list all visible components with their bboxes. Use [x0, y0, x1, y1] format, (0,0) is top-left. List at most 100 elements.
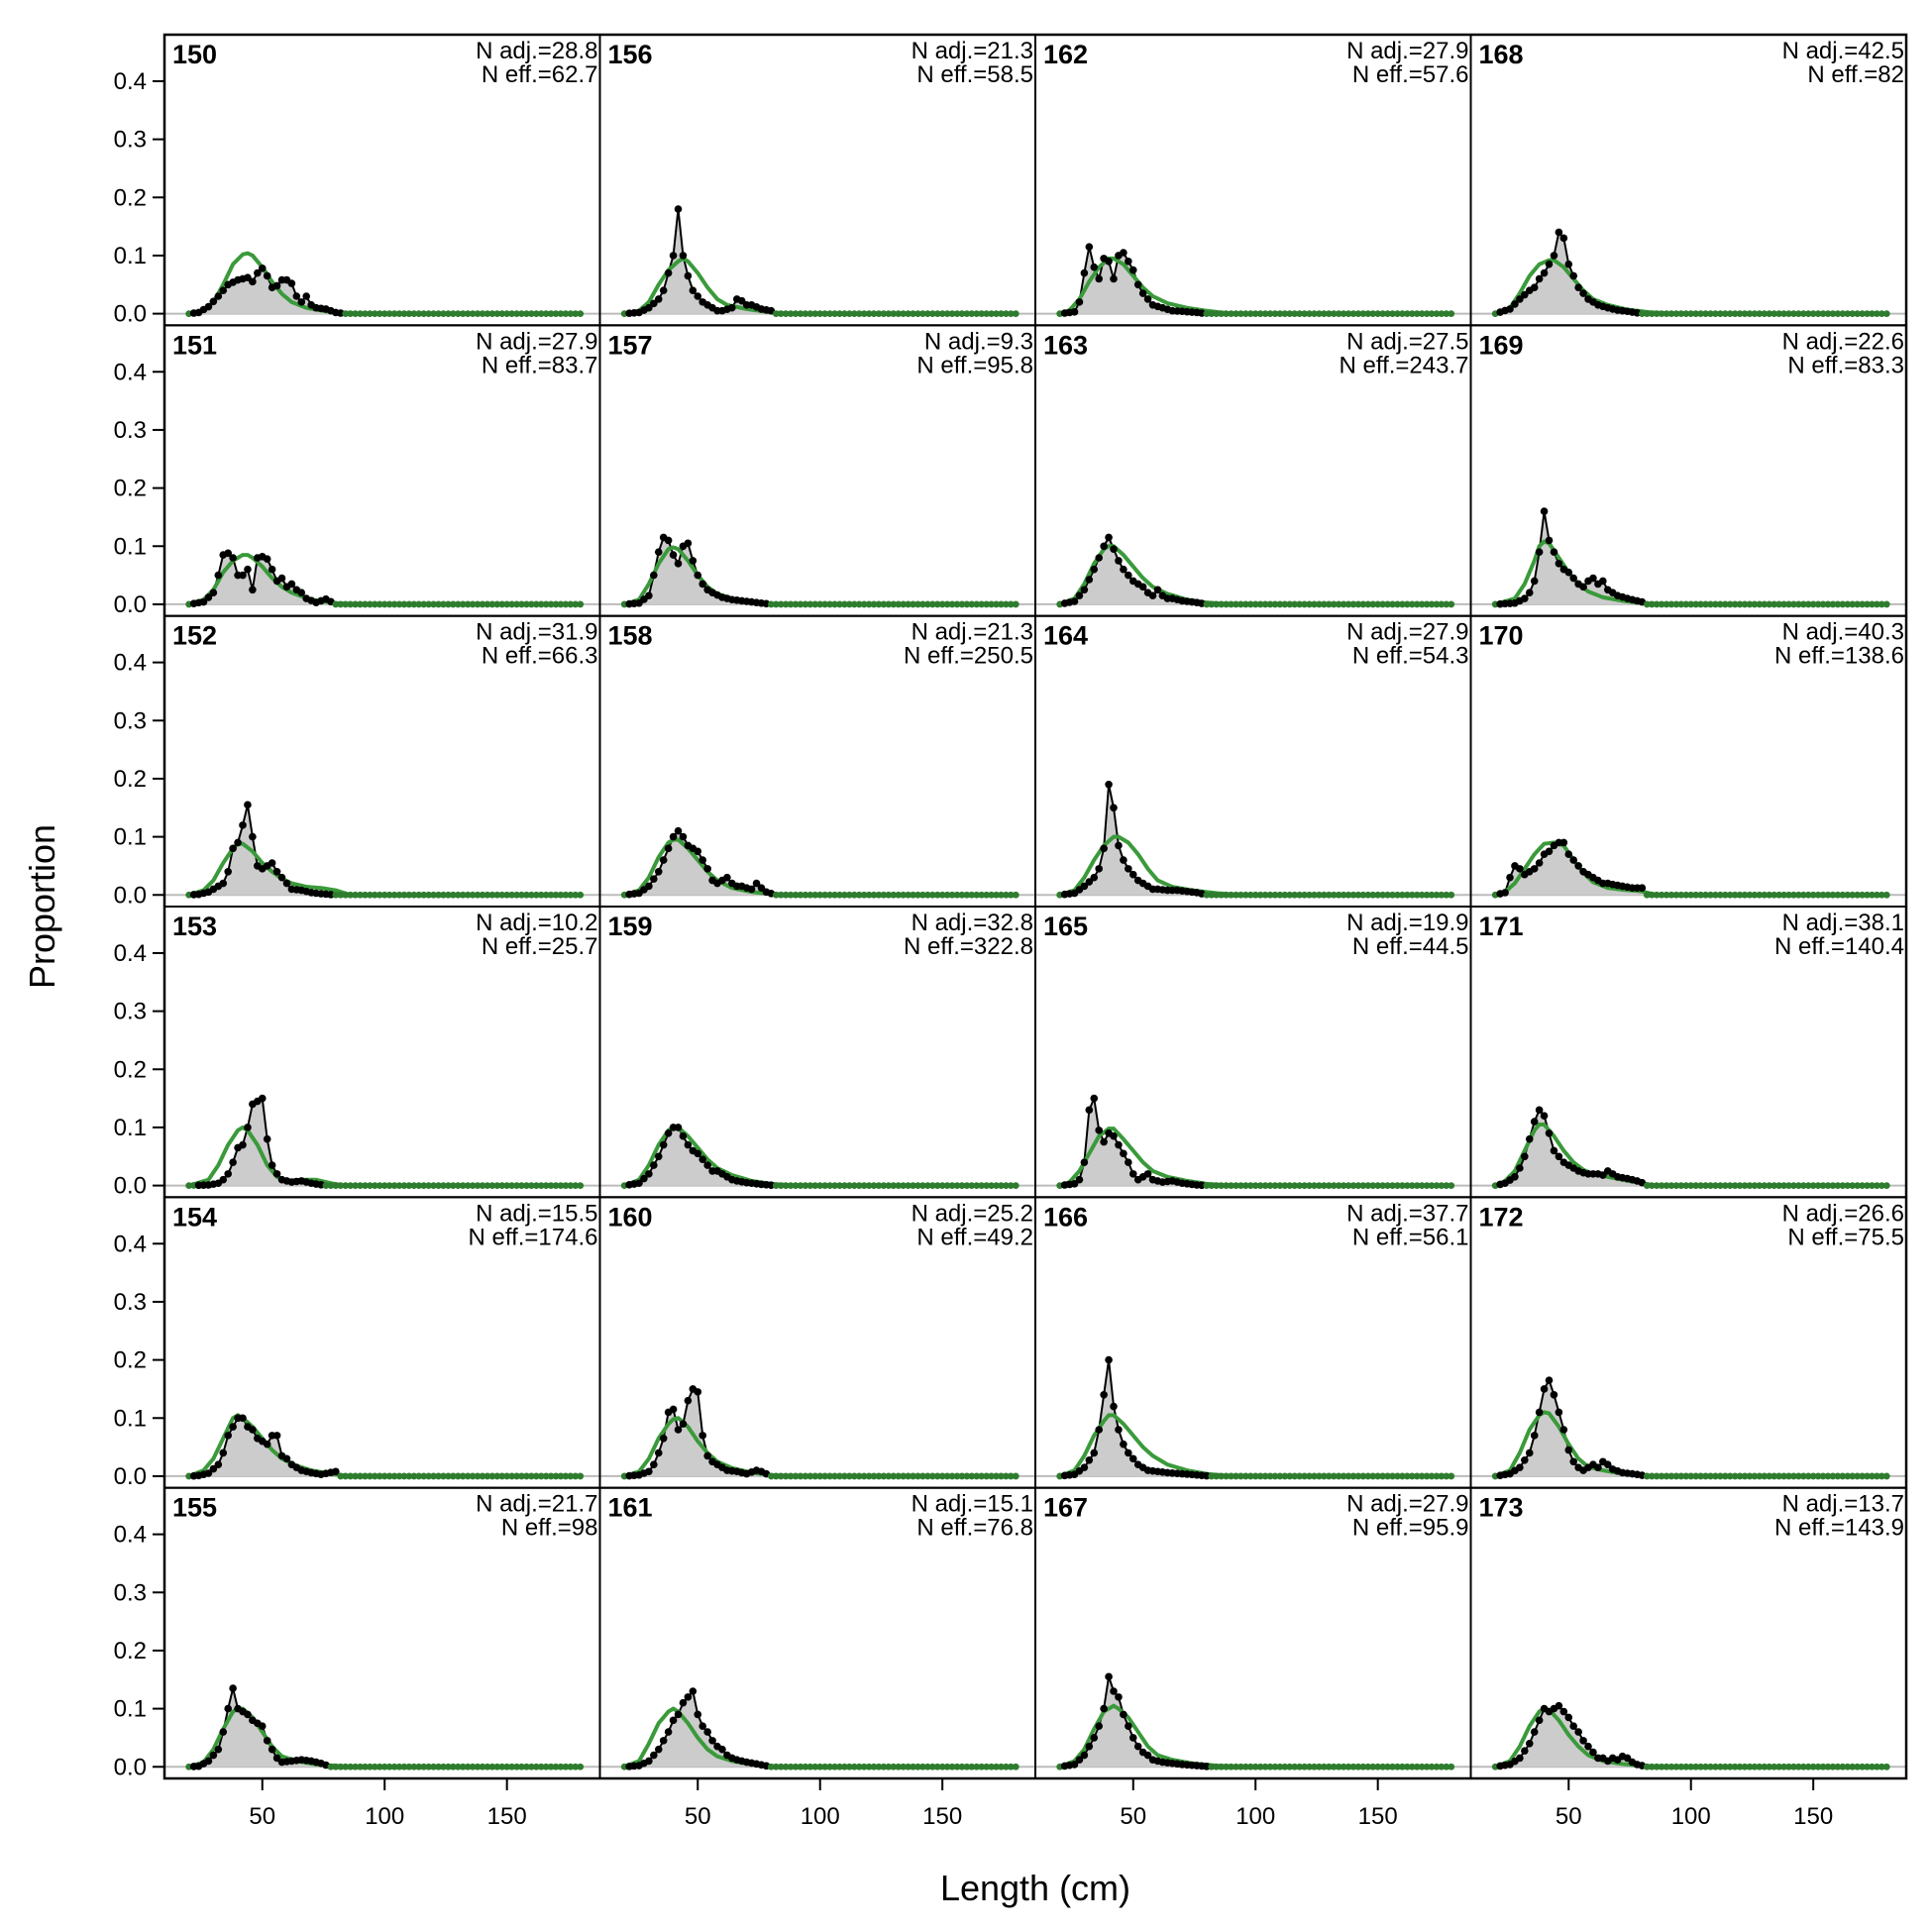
observed-point: [679, 252, 688, 260]
n-adj-label: N adj.=40.3: [1782, 619, 1904, 646]
observed-point: [1731, 1182, 1739, 1189]
observed-point: [337, 1763, 345, 1771]
observed-point: [488, 600, 496, 608]
observed-point: [405, 310, 413, 317]
observed-point: [1316, 1182, 1323, 1189]
observed-point: [1138, 289, 1147, 297]
observed-point: [459, 310, 467, 317]
observed-point: [963, 310, 971, 317]
observed-point: [943, 1182, 951, 1189]
observed-point: [1677, 891, 1685, 899]
observed-point: [322, 1182, 330, 1189]
observed-point: [1731, 310, 1739, 317]
observed-point: [885, 1763, 893, 1771]
observed-point: [1790, 600, 1797, 608]
observed-point: [347, 310, 355, 317]
observed-point: [1702, 600, 1709, 608]
observed-point: [523, 1472, 530, 1480]
observed-point: [479, 1472, 486, 1480]
observed-point: [659, 856, 668, 864]
observed-point: [1090, 1094, 1099, 1103]
y-tick-label: 0.1: [114, 533, 147, 560]
observed-point: [1344, 1472, 1352, 1480]
observed-point: [518, 891, 525, 899]
observed-point: [1712, 1472, 1719, 1480]
observed-point: [542, 891, 550, 899]
observed-point: [1218, 891, 1226, 899]
observed-point: [900, 1472, 908, 1480]
x-tick-label: 50: [1120, 1803, 1146, 1830]
observed-point: [1780, 891, 1787, 899]
observed-point: [532, 310, 540, 317]
observed-point: [1741, 1472, 1749, 1480]
observed-point: [488, 1182, 496, 1189]
observed-point: [860, 891, 868, 899]
observed-point: [777, 1763, 785, 1771]
observed-point: [850, 1763, 858, 1771]
observed-point: [1682, 891, 1690, 899]
observed-point: [1398, 1763, 1406, 1771]
observed-point: [1648, 1472, 1656, 1480]
observed-point: [1677, 1182, 1685, 1189]
observed-point: [380, 1472, 388, 1480]
observed-point: [1716, 1182, 1724, 1189]
observed-point: [272, 281, 281, 290]
observed-point: [767, 1472, 775, 1480]
observed-point: [1100, 844, 1108, 853]
observed-point: [963, 600, 971, 608]
observed-point: [1340, 1472, 1347, 1480]
observed-point: [1105, 1355, 1113, 1364]
observed-point: [1335, 1182, 1342, 1189]
observed-point: [1579, 1737, 1587, 1745]
observed-point: [1374, 600, 1382, 608]
observed-point: [1012, 1763, 1020, 1771]
y-tick-label: 0.1: [114, 824, 147, 851]
observed-point: [371, 1472, 378, 1480]
observed-point: [1746, 891, 1754, 899]
n-eff-label: N eff.=250.5: [904, 643, 1033, 670]
observed-point: [1756, 600, 1764, 608]
observed-point: [1653, 891, 1661, 899]
observed-point: [958, 600, 966, 608]
n-adj-label: N adj.=21.3: [912, 38, 1033, 64]
observed-point: [1697, 891, 1704, 899]
observed-point: [1413, 891, 1421, 899]
observed-point: [380, 1763, 388, 1771]
observed-point: [1369, 1763, 1377, 1771]
observed-point: [1085, 1742, 1094, 1751]
observed-point: [1766, 310, 1773, 317]
observed-point: [390, 310, 398, 317]
observed-point: [836, 1472, 843, 1480]
observed-point: [395, 1182, 403, 1189]
observed-point: [1398, 1472, 1406, 1480]
observed-point: [777, 891, 785, 899]
observed-point: [1115, 557, 1123, 565]
observed-point: [1448, 1472, 1455, 1480]
observed-point: [1882, 1182, 1890, 1189]
observed-point: [405, 1182, 413, 1189]
observed-point: [1433, 600, 1441, 608]
observed-point: [1726, 891, 1734, 899]
observed-point: [483, 310, 491, 317]
observed-point: [1559, 1707, 1568, 1716]
observed-point: [1790, 1182, 1797, 1189]
observed-point: [1374, 1763, 1382, 1771]
observed-point: [454, 1763, 462, 1771]
observed-point: [552, 600, 560, 608]
observed-point: [880, 1182, 888, 1189]
observed-point: [479, 600, 486, 608]
observed-point: [1658, 310, 1665, 317]
observed-point: [503, 310, 511, 317]
y-tick-label: 0.4: [114, 650, 147, 677]
y-tick-label: 0.2: [114, 1638, 147, 1664]
observed-point: [385, 1472, 393, 1480]
observed-point: [1320, 1182, 1328, 1189]
observed-point: [1233, 600, 1239, 608]
observed-point: [1643, 1182, 1651, 1189]
observed-point: [1213, 1182, 1221, 1189]
observed-point: [1721, 1182, 1729, 1189]
observed-point: [1143, 295, 1152, 303]
n-adj-label: N adj.=19.9: [1346, 910, 1468, 936]
observed-point: [1834, 891, 1842, 899]
observed-point: [1291, 1182, 1299, 1189]
